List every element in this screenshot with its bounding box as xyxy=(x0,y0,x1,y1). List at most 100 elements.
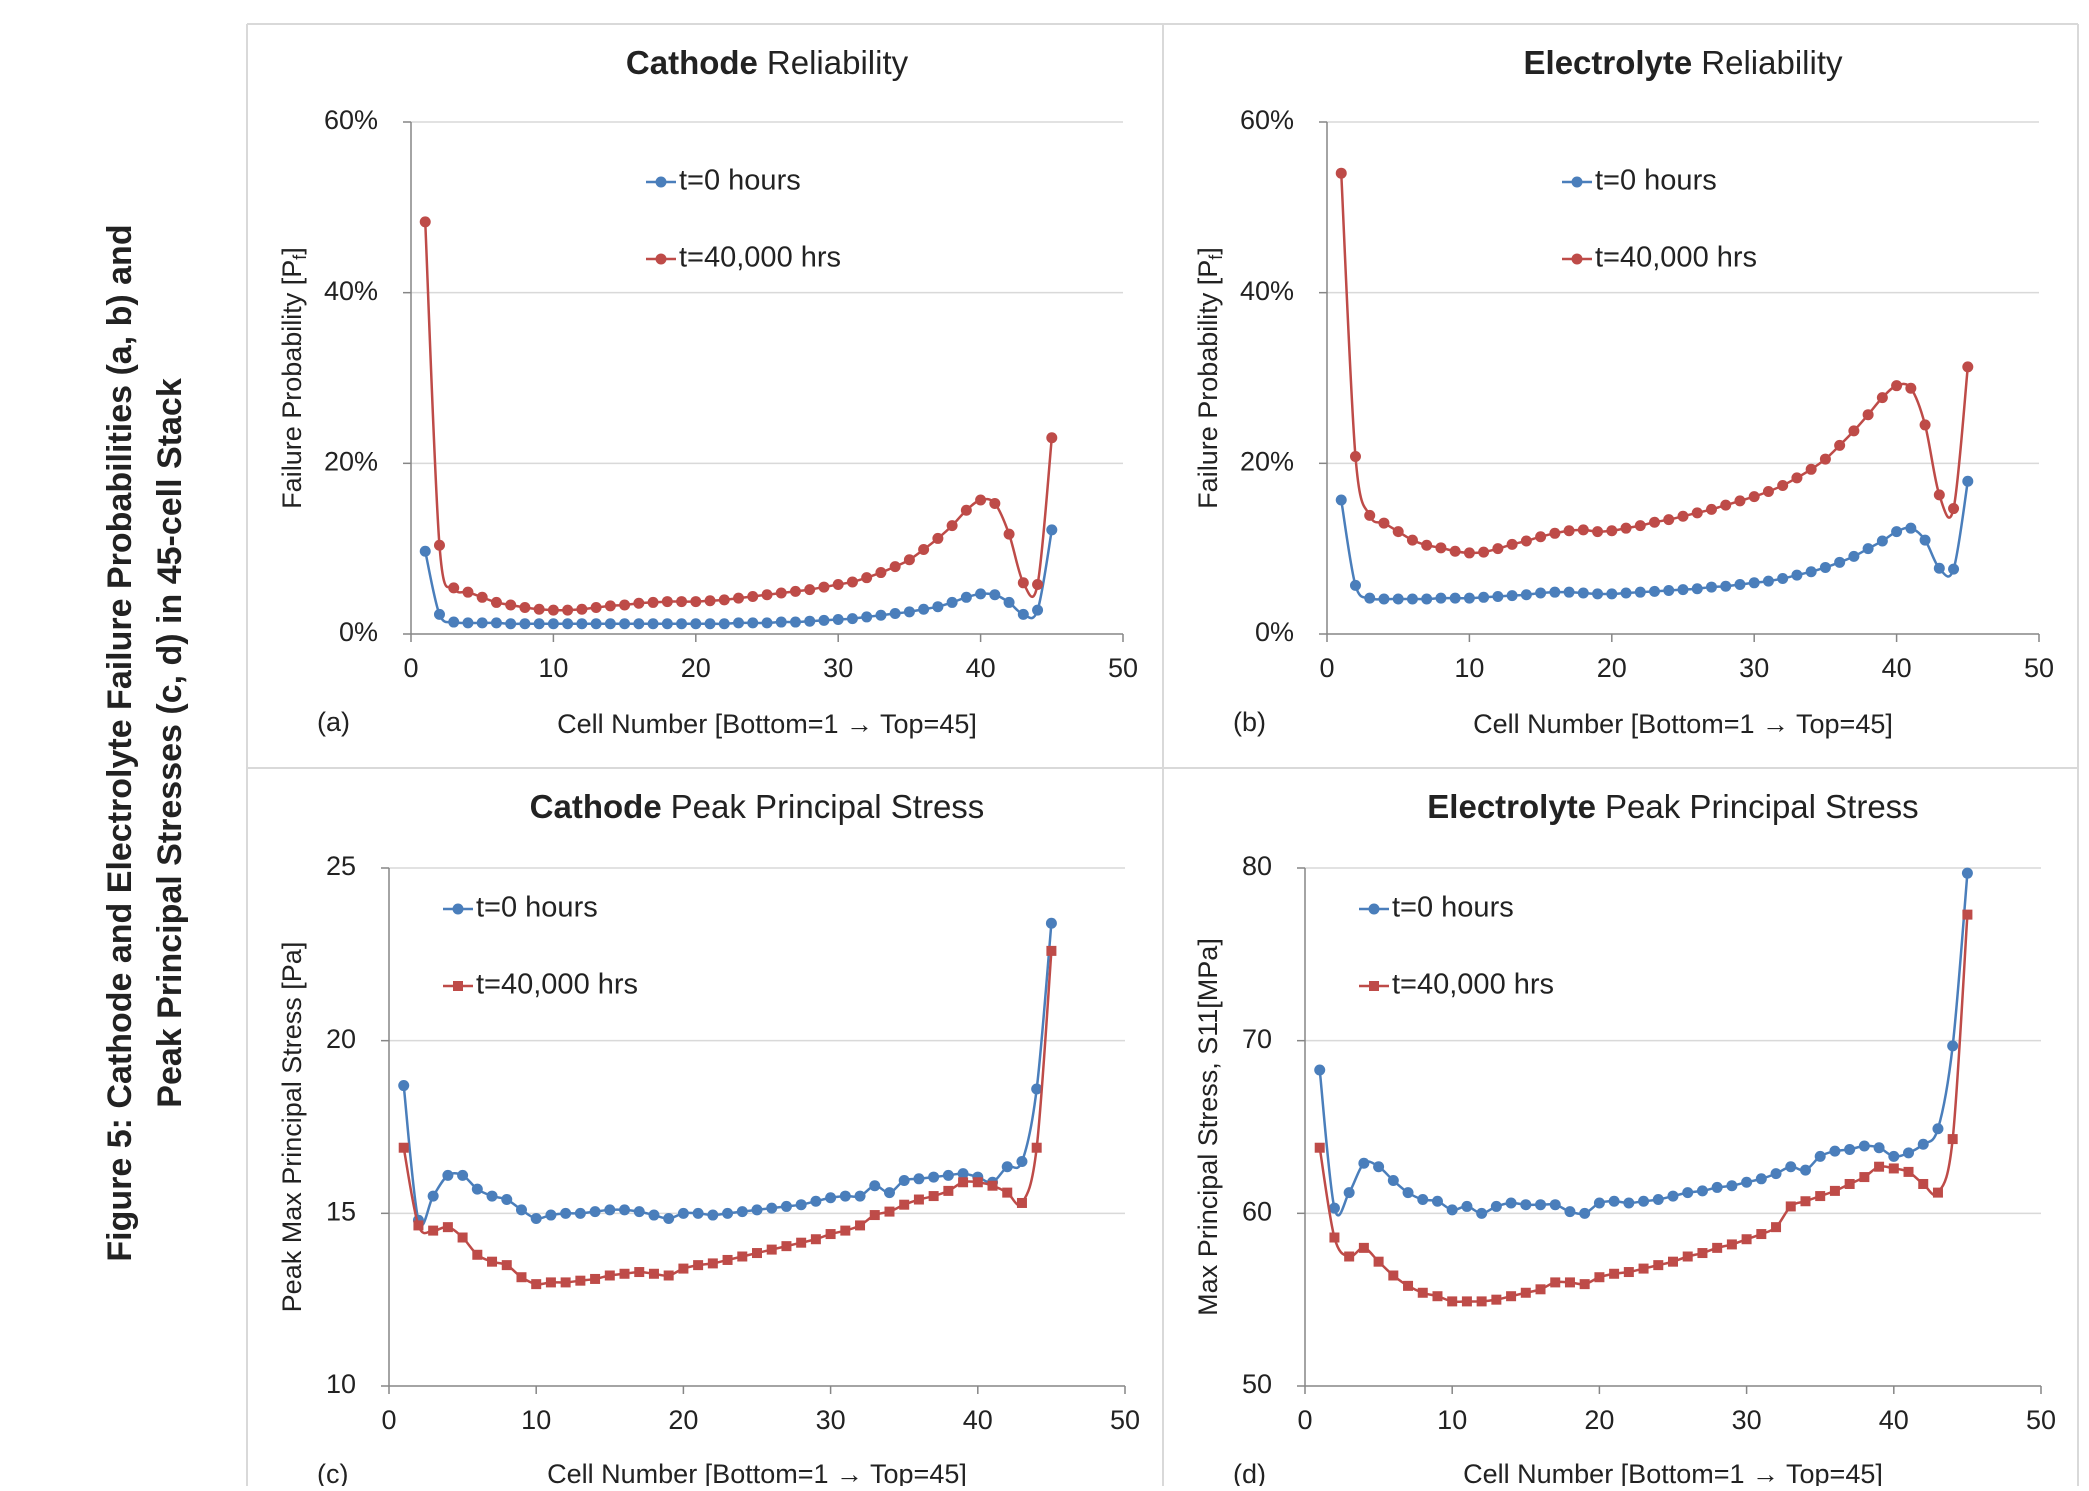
marker xyxy=(1919,534,1931,546)
marker xyxy=(1520,1199,1532,1211)
marker xyxy=(1520,535,1532,547)
x-tick-label: 10 xyxy=(1437,1405,1467,1435)
marker xyxy=(884,1206,895,1217)
marker xyxy=(1435,592,1447,604)
marker xyxy=(1905,382,1917,394)
marker xyxy=(718,594,730,606)
panel-label: (c) xyxy=(317,1459,348,1486)
legend-label: t=40,000 hrs xyxy=(1392,969,1554,1001)
marker xyxy=(736,1206,748,1218)
marker xyxy=(1373,1161,1385,1173)
marker xyxy=(693,1260,704,1271)
marker xyxy=(1649,516,1661,528)
marker xyxy=(972,1177,983,1188)
marker xyxy=(427,1190,439,1202)
marker xyxy=(1373,1256,1384,1267)
marker xyxy=(1314,1064,1326,1076)
marker xyxy=(1549,527,1561,539)
x-tick-label: 10 xyxy=(538,653,568,683)
marker xyxy=(1720,499,1732,511)
marker xyxy=(604,1204,616,1216)
marker xyxy=(457,1232,468,1243)
y-label-text: Failure Probability [P xyxy=(277,260,307,509)
marker xyxy=(1343,1187,1355,1199)
marker xyxy=(1862,543,1874,555)
marker xyxy=(1667,1190,1679,1202)
marker xyxy=(889,561,901,573)
marker xyxy=(1858,1140,1870,1152)
marker xyxy=(1492,590,1504,602)
marker xyxy=(1726,1239,1737,1250)
marker xyxy=(1712,1242,1723,1253)
caption-line: Figure 5: Cathode and Electrolyte Failur… xyxy=(101,224,139,1261)
marker xyxy=(1663,514,1675,526)
marker xyxy=(1891,526,1903,538)
marker xyxy=(899,1199,910,1210)
marker xyxy=(547,618,559,630)
marker xyxy=(590,1273,601,1284)
legend-label: t=0 hours xyxy=(1595,165,1717,197)
marker xyxy=(889,608,901,620)
chart-panel: Electrolyte Reliability 0% 20% 40% 60% 0 10 20 30… xyxy=(1193,44,2054,739)
title-bold: Electrolyte xyxy=(1427,788,1596,825)
marker xyxy=(825,1229,836,1240)
marker xyxy=(795,1199,807,1211)
marker xyxy=(1506,538,1518,550)
marker xyxy=(1848,425,1860,437)
marker xyxy=(1649,585,1661,597)
marker xyxy=(1785,1201,1796,1212)
title-bold: Cathode xyxy=(530,788,662,825)
y-tick-label: 0% xyxy=(1255,617,1294,647)
marker xyxy=(818,581,830,593)
marker xyxy=(1003,596,1015,608)
series xyxy=(1335,475,1974,605)
title-rest: Reliability xyxy=(1701,44,1843,81)
y-tick-label: 40% xyxy=(1240,276,1294,306)
marker xyxy=(1564,1277,1575,1288)
y-tick-label: 40% xyxy=(324,276,378,306)
x-tick-label: 40 xyxy=(966,653,996,683)
marker xyxy=(530,1213,542,1225)
x-tick-label: 20 xyxy=(1597,653,1627,683)
marker xyxy=(1463,547,1475,559)
marker xyxy=(1876,392,1888,404)
marker xyxy=(1652,1194,1664,1206)
marker xyxy=(1918,1178,1929,1189)
marker xyxy=(913,1173,925,1185)
marker xyxy=(839,1190,851,1202)
marker xyxy=(1888,1150,1900,1162)
marker xyxy=(1463,592,1475,604)
marker xyxy=(1031,1142,1042,1153)
marker xyxy=(490,596,502,608)
marker xyxy=(1417,1287,1428,1298)
marker xyxy=(781,1241,792,1252)
marker xyxy=(1948,563,1960,575)
x-axis-label: Cell Number [Bottom=1 → Top=45] xyxy=(1473,709,1893,739)
marker xyxy=(1421,593,1433,605)
marker xyxy=(989,589,1001,601)
marker xyxy=(875,609,887,621)
marker xyxy=(1031,1083,1043,1095)
marker xyxy=(846,576,858,588)
marker xyxy=(718,618,730,630)
series xyxy=(419,216,1058,616)
marker xyxy=(1819,453,1831,465)
marker xyxy=(1634,520,1646,532)
y-label-text: Failure Probability [P xyxy=(1193,260,1223,509)
marker xyxy=(796,1237,807,1248)
marker xyxy=(832,613,844,625)
marker xyxy=(1815,1191,1826,1202)
marker xyxy=(1016,1156,1028,1168)
chart-title: Cathode Peak Principal Stress xyxy=(530,788,985,825)
marker xyxy=(1387,1175,1399,1187)
marker xyxy=(1844,1143,1856,1155)
marker xyxy=(869,1210,880,1221)
marker xyxy=(676,596,688,608)
x-tick-label: 30 xyxy=(823,653,853,683)
marker xyxy=(1734,579,1746,591)
marker xyxy=(1873,1142,1885,1154)
marker xyxy=(505,599,517,611)
marker xyxy=(1691,583,1703,595)
marker xyxy=(1947,1134,1958,1145)
